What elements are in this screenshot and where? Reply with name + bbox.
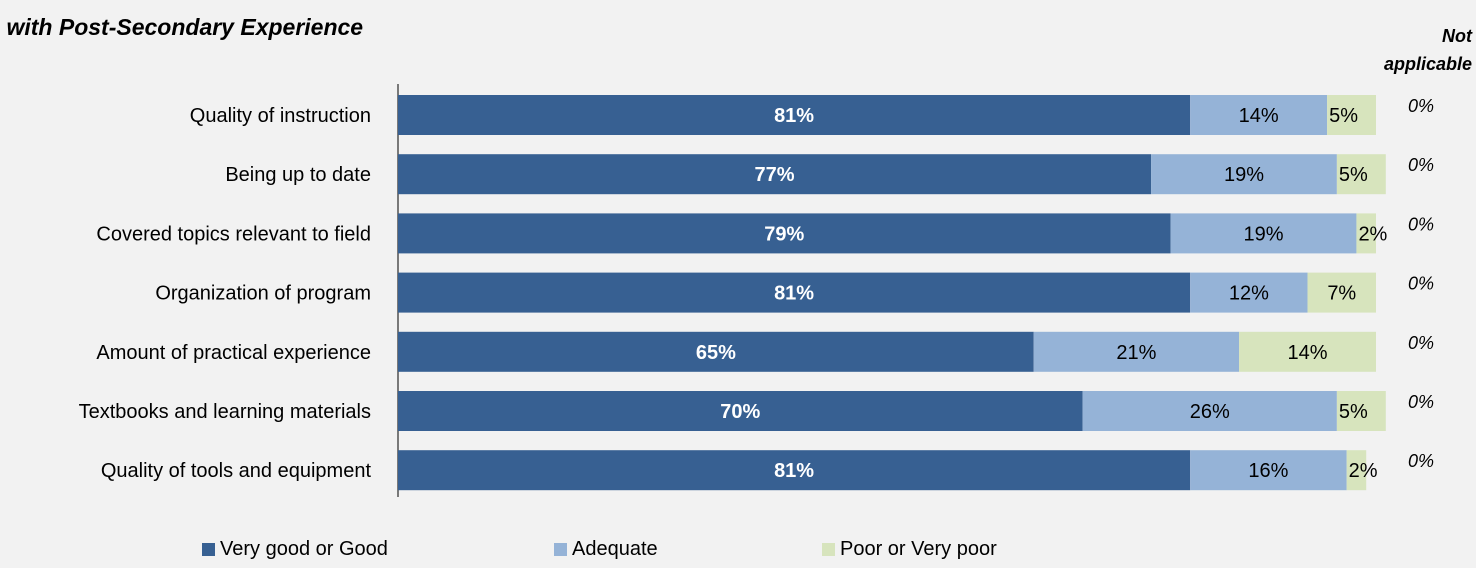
data-label: 14% [1239, 105, 1279, 127]
category-label: Covered topics relevant to field [96, 223, 371, 245]
bar-segment [1336, 154, 1386, 195]
data-label: 5% [1329, 105, 1358, 127]
data-label: 77% [755, 164, 795, 186]
legend-swatch-very-good [202, 543, 215, 556]
bar-segment [398, 213, 1171, 254]
bar-segment [1190, 450, 1347, 491]
data-label: 81% [774, 105, 814, 127]
bar-segment [1346, 450, 1367, 491]
legend-item-poor: Poor or Very poor [822, 538, 997, 561]
bar-segment [1151, 154, 1337, 195]
data-label: 19% [1244, 223, 1284, 245]
category-label: Being up to date [225, 164, 371, 186]
bar-segment [1307, 272, 1376, 313]
not-applicable-value: 0% [1408, 333, 1434, 353]
bar-segment [1239, 331, 1376, 372]
legend-swatch-adequate [554, 543, 567, 556]
category-label: Quality of instruction [190, 105, 371, 127]
not-applicable-value: 0% [1408, 274, 1434, 294]
not-applicable-value: 0% [1408, 214, 1434, 234]
not-applicable-value: 0% [1408, 392, 1434, 412]
bar-segment [1170, 213, 1357, 254]
data-label: 2% [1349, 460, 1378, 482]
legend-label-very-good: Very good or Good [220, 538, 388, 560]
data-label: 21% [1116, 342, 1156, 364]
category-label: Amount of practical experience [96, 342, 371, 364]
data-label: 19% [1224, 164, 1264, 186]
bar-segment [398, 272, 1191, 313]
data-label: 5% [1339, 401, 1368, 423]
bar-segment [398, 391, 1083, 431]
data-label: 5% [1339, 164, 1368, 186]
data-label: 65% [696, 342, 736, 364]
bar-segment [398, 154, 1152, 195]
data-label: 2% [1358, 223, 1387, 245]
data-label: 7% [1327, 283, 1356, 305]
bar-segment [1327, 95, 1376, 135]
not-applicable-value: 0% [1408, 155, 1434, 175]
chart-title: on with Post-Secondary Experience [0, 14, 364, 40]
legend-item-very-good: Very good or Good [202, 538, 388, 561]
data-label: 81% [774, 460, 814, 482]
bar-segment [1190, 95, 1328, 135]
legend: Very good or Good Adequate Poor or Very … [0, 538, 1476, 568]
bar-segment [398, 331, 1034, 372]
bar-segment [398, 450, 1191, 491]
category-label: Textbooks and learning materials [79, 401, 371, 423]
data-label: 14% [1288, 342, 1328, 364]
legend-label-poor: Poor or Very poor [840, 538, 997, 560]
data-label: 26% [1190, 401, 1230, 423]
category-label: Quality of tools and equipment [101, 460, 372, 482]
data-label: 16% [1248, 460, 1288, 482]
data-label: 81% [774, 283, 814, 305]
legend-item-adequate: Adequate [554, 538, 658, 561]
not-applicable-value: 0% [1408, 96, 1434, 116]
bar-segment [1336, 391, 1386, 431]
bar-segment [1082, 391, 1337, 431]
data-label: 70% [720, 401, 760, 423]
not-applicable-header: Not applicable [1383, 26, 1472, 74]
stacked-bar-chart: Quality of instruction 81% 14% 5% 0% Being up… [79, 84, 1434, 497]
not-applicable-value: 0% [1408, 451, 1434, 471]
bar-segment [1033, 331, 1240, 372]
legend-swatch-poor [822, 543, 835, 556]
data-label: 79% [764, 223, 804, 245]
bar-segment [398, 95, 1191, 135]
bar-segment [1190, 272, 1308, 313]
data-label: 12% [1229, 283, 1269, 305]
category-label: Organization of program [155, 283, 371, 305]
bar-segment [1356, 213, 1376, 254]
legend-label-adequate: Adequate [572, 538, 658, 560]
